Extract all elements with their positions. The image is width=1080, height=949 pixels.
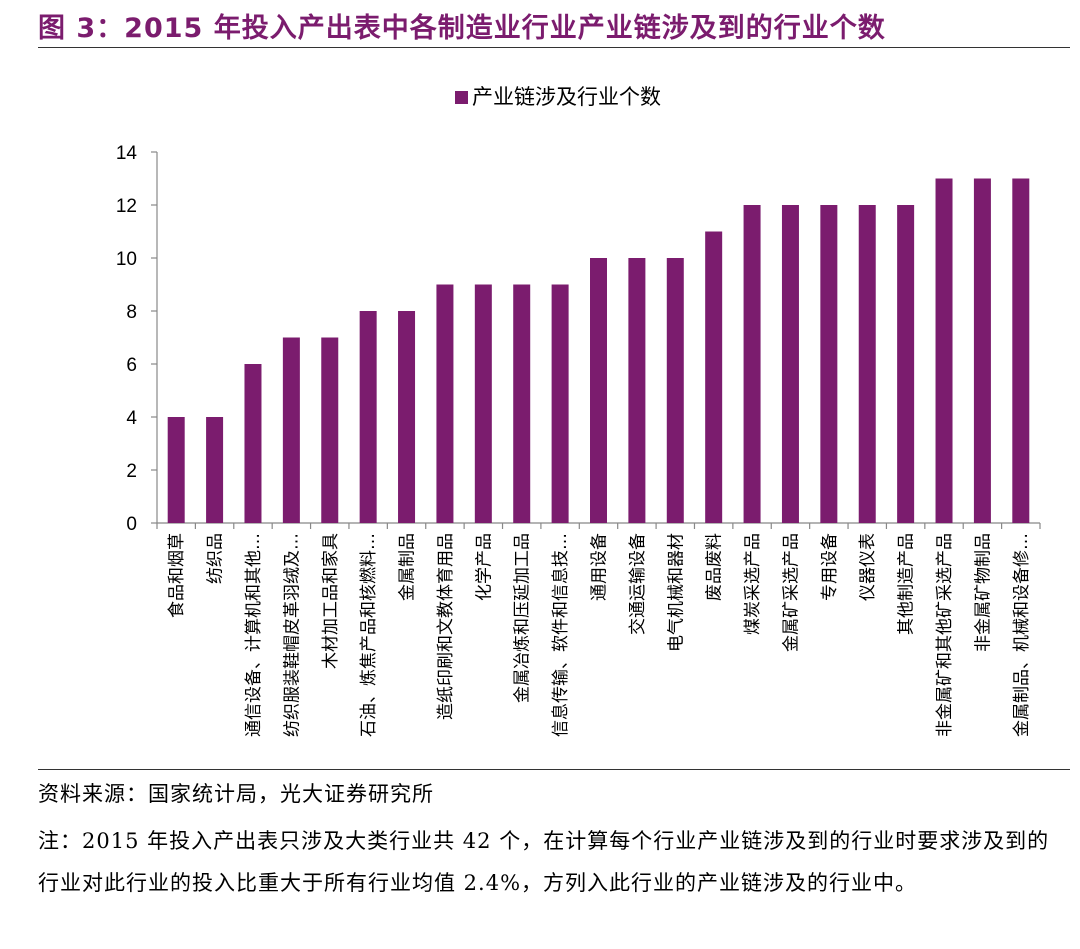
bar <box>398 311 416 523</box>
y-tick-label: 10 <box>116 249 137 270</box>
bar <box>1012 178 1030 523</box>
x-tick-label: 纺织服装鞋帽皮革羽绒及… <box>282 533 302 737</box>
bar <box>973 178 991 523</box>
y-tick-labels: 0 2 4 6 8 10 12 14 <box>116 143 138 535</box>
bar <box>858 205 876 523</box>
x-tick-label: 造纸印刷和文教体育用品 <box>436 533 456 720</box>
top-divider <box>38 47 1070 48</box>
y-tick-label: 12 <box>116 196 137 217</box>
bar <box>436 284 454 523</box>
x-tick-label: 金属冶炼和压延加工品 <box>513 533 533 703</box>
x-tick-label: 非金属矿物制品 <box>973 533 993 652</box>
x-tick-label: 废品废料 <box>705 533 725 601</box>
x-tick-label: 木材加工品和家具 <box>321 533 341 669</box>
x-tick-labels: 食品和烟草 纺织品 通信设备、计算机和其他… 纺织服装鞋帽皮革羽绒及… 木材加工品和家具… <box>167 533 1032 737</box>
x-tick-label: 通信设备、计算机和其他… <box>244 533 264 737</box>
bar <box>513 284 531 523</box>
legend-swatch <box>455 91 468 104</box>
bar <box>474 284 492 523</box>
x-tick-label: 化学产品 <box>474 533 494 601</box>
x-tick-label: 食品和烟草 <box>167 533 187 618</box>
x-tick-label: 通用设备 <box>590 533 610 601</box>
chart-legend: 产业链涉及行业个数 <box>455 85 661 109</box>
x-tick-label: 专用设备 <box>820 533 840 601</box>
y-tick-label: 14 <box>116 143 138 164</box>
y-tick-label: 0 <box>126 514 137 535</box>
bar <box>321 337 339 523</box>
x-tick-label: 金属制品、机械和设备修… <box>1012 533 1032 737</box>
bar <box>743 205 761 523</box>
bar <box>590 258 607 523</box>
x-tick-label: 交通运输设备 <box>628 533 648 635</box>
x-tick-label: 信息传输、软件和信息技… <box>551 533 571 737</box>
x-tick-label: 金属矿采选产品 <box>781 533 801 652</box>
bar <box>359 311 377 523</box>
bar <box>666 258 684 523</box>
bottom-divider <box>38 769 1070 770</box>
bar-chart: 产业链涉及行业个数 0 2 4 6 8 10 12 14 食品和烟草 纺织品 通信设备、计算机和其… <box>116 85 1041 737</box>
x-tick-label: 石油、炼焦产品和核燃料… <box>359 533 379 737</box>
bar <box>935 178 953 523</box>
source-note: 资料来源：国家统计局，光大证券研究所 <box>38 782 434 806</box>
x-tick-label: 仪器仪表 <box>858 533 878 601</box>
legend-label: 产业链涉及行业个数 <box>472 85 661 109</box>
y-tick-label: 6 <box>126 355 137 376</box>
bar <box>282 337 300 523</box>
x-tick-label: 其他制造产品 <box>897 533 917 635</box>
footnote: 注：2015 年投入产出表只涉及大类行业共 42 个，在计算每个行业产业链涉及到… <box>38 829 1050 895</box>
bar <box>781 205 799 523</box>
y-tick-label: 4 <box>126 408 137 429</box>
x-tick-label: 电气机械和器材 <box>666 533 686 652</box>
x-tick-label: 金属制品 <box>398 533 418 601</box>
bar <box>628 258 646 523</box>
bar <box>820 205 838 523</box>
x-tick-label: 纺织品 <box>206 533 226 584</box>
bar <box>244 364 262 523</box>
y-tick-label: 2 <box>126 461 137 482</box>
bar <box>206 417 224 523</box>
figure-title: 图 3：2015 年投入产出表中各制造业行业产业链涉及到的行业个数 <box>38 13 886 44</box>
bar <box>705 231 723 523</box>
bar <box>167 417 185 523</box>
x-tick-label: 非金属矿和其他矿采选产品 <box>935 533 955 737</box>
bars <box>167 178 1030 523</box>
bar <box>551 284 569 523</box>
y-tick-label: 8 <box>126 302 137 323</box>
x-tick-label: 煤炭采选产品 <box>743 533 763 635</box>
bar <box>897 205 915 523</box>
